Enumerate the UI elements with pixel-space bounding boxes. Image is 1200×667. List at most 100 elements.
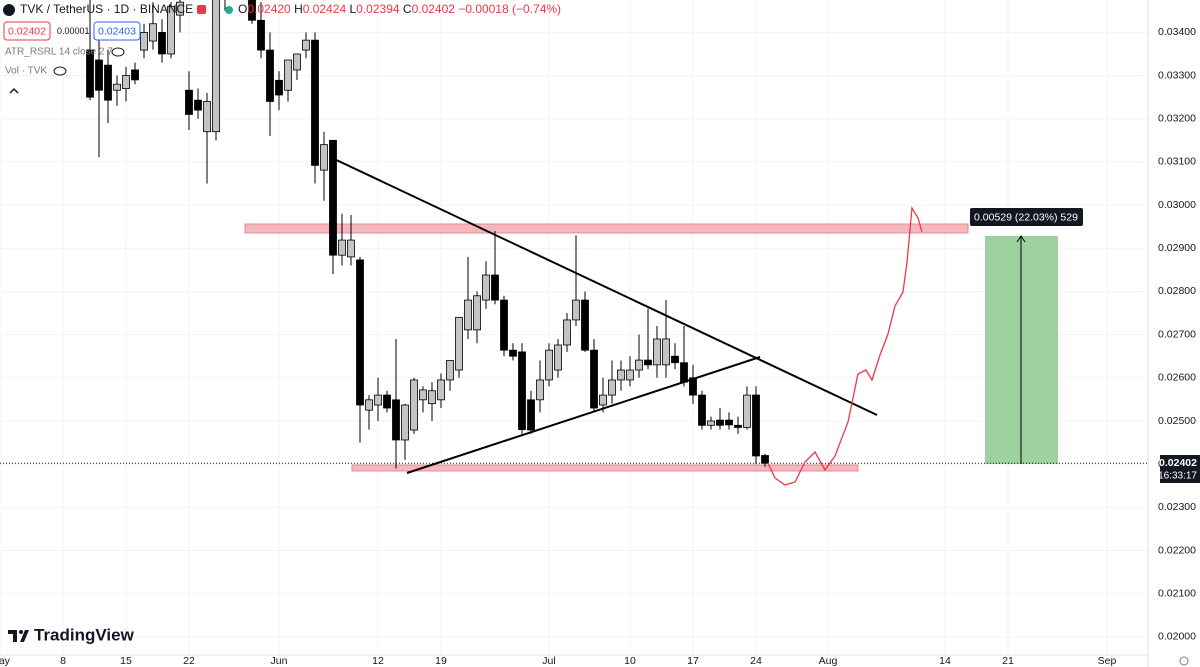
candle-body [113,83,121,91]
candle-body [680,362,688,383]
candle-body [419,389,427,401]
candle-body [707,420,715,426]
last-price-box [1160,455,1200,483]
candle-body [311,39,319,166]
candle-body [383,394,391,409]
candle-body [95,59,103,91]
legend: TVK / TetherUS · 1D · BINANCE O0.02420 H… [3,2,561,94]
x-tick-label: 22 [183,655,195,667]
x-tick-label: Jun [271,655,288,667]
ohlc-key: C [403,2,412,16]
buy-button[interactable] [93,21,141,41]
candle-body [158,31,166,55]
candle-body [743,394,751,428]
candle-body [698,394,706,426]
candle-body [599,394,607,406]
candle-body [725,419,733,426]
candle-body [554,344,562,371]
candle-body [302,39,310,51]
eye-icon[interactable] [53,66,67,76]
ohlc-value: 0.02402 [412,2,456,16]
flag-icon [197,5,206,14]
y-tick-label: 0.03300 [1158,69,1196,81]
eye-icon[interactable] [111,47,125,57]
candle-body [131,69,139,81]
time-axis [0,655,1148,667]
brand-logo [8,630,29,642]
countdown: 16:33:17 [1158,471,1197,482]
candle-body [716,419,724,426]
settings-button[interactable] [1179,656,1189,666]
candle-body [545,349,553,381]
candle-body [536,379,544,401]
sell-button[interactable] [3,21,51,41]
ohlc-value: 0.02394 [356,2,400,16]
candle-body [266,49,274,102]
sell-price[interactable]: 0.02402 [8,25,46,37]
candle-body [428,390,436,405]
indicator-label[interactable]: Vol · TVK [5,66,47,77]
drawings-top: 0.00529 (22.03%) 529 [329,156,1083,486]
candle-body [671,355,679,364]
candle-body [176,1,184,16]
candle-body [509,349,517,357]
ohlc-value: 0.02424 [303,2,347,16]
symbol-title: TVK / TetherUS · 1D · BINANCE [20,2,193,16]
y-tick-label: 0.03400 [1158,26,1196,38]
candle-body [464,299,472,331]
candle-body [491,274,499,301]
candle-body [527,399,535,431]
candle-body [617,369,625,381]
measure-label: 0.00529 (22.03%) 529 [974,211,1078,223]
symbol-icon [3,4,15,16]
candle-body [293,53,301,71]
candle-body [734,424,742,428]
candle-body [347,239,355,258]
grid [0,0,1148,655]
ohlc-value: 0.02420 [247,2,291,16]
x-tick-label: 12 [372,655,384,667]
candle-body [257,19,265,51]
candle-body [455,316,463,371]
candle-body [761,455,769,464]
candle-body [653,338,661,366]
candle-body [140,31,148,51]
plot [0,0,1148,469]
price-axis [1148,0,1200,667]
candle-body [752,394,760,457]
candle-body [320,144,328,171]
x-tick-label: 17 [687,655,699,667]
x-tick-label: 15 [120,655,132,667]
candle-body [329,139,337,256]
candle-body [356,259,364,406]
support-zone [351,464,859,472]
candle-body [185,89,193,115]
y-tick-label: 0.02600 [1158,372,1196,384]
candle-body [284,59,292,91]
x-tick-label: 19 [435,655,447,667]
x-tick-label: 24 [750,655,762,667]
y-tick-label: 0.03200 [1158,113,1196,125]
candle-body [194,99,202,111]
indicator-label[interactable]: ATR_RSRL 14 close 2 7 [5,47,113,58]
resistance-zone [244,223,969,234]
candle-body [167,6,175,55]
x-tick-label: Aug [819,655,838,667]
y-tick-label: 0.02300 [1158,501,1196,513]
measure-arrow-head [1016,235,1026,243]
candle-body [86,49,94,98]
x-tick-label: 14 [939,655,951,667]
candle-body [626,369,634,381]
ohlc-key: H [294,2,303,16]
measure-label-box [970,208,1083,226]
buy-price[interactable]: 0.02403 [98,25,136,37]
last-price-label: 0.02402 [1159,457,1197,469]
brand-logo-dot [19,630,23,634]
y-tick-label: 0.03000 [1158,199,1196,211]
x-tick-label: Jul [542,655,555,667]
candle-body [392,399,400,441]
candle-body [581,299,589,351]
spread: 0.00001 [57,26,90,36]
collapse-button[interactable] [9,87,19,94]
brand-name: TradingView [34,625,135,644]
